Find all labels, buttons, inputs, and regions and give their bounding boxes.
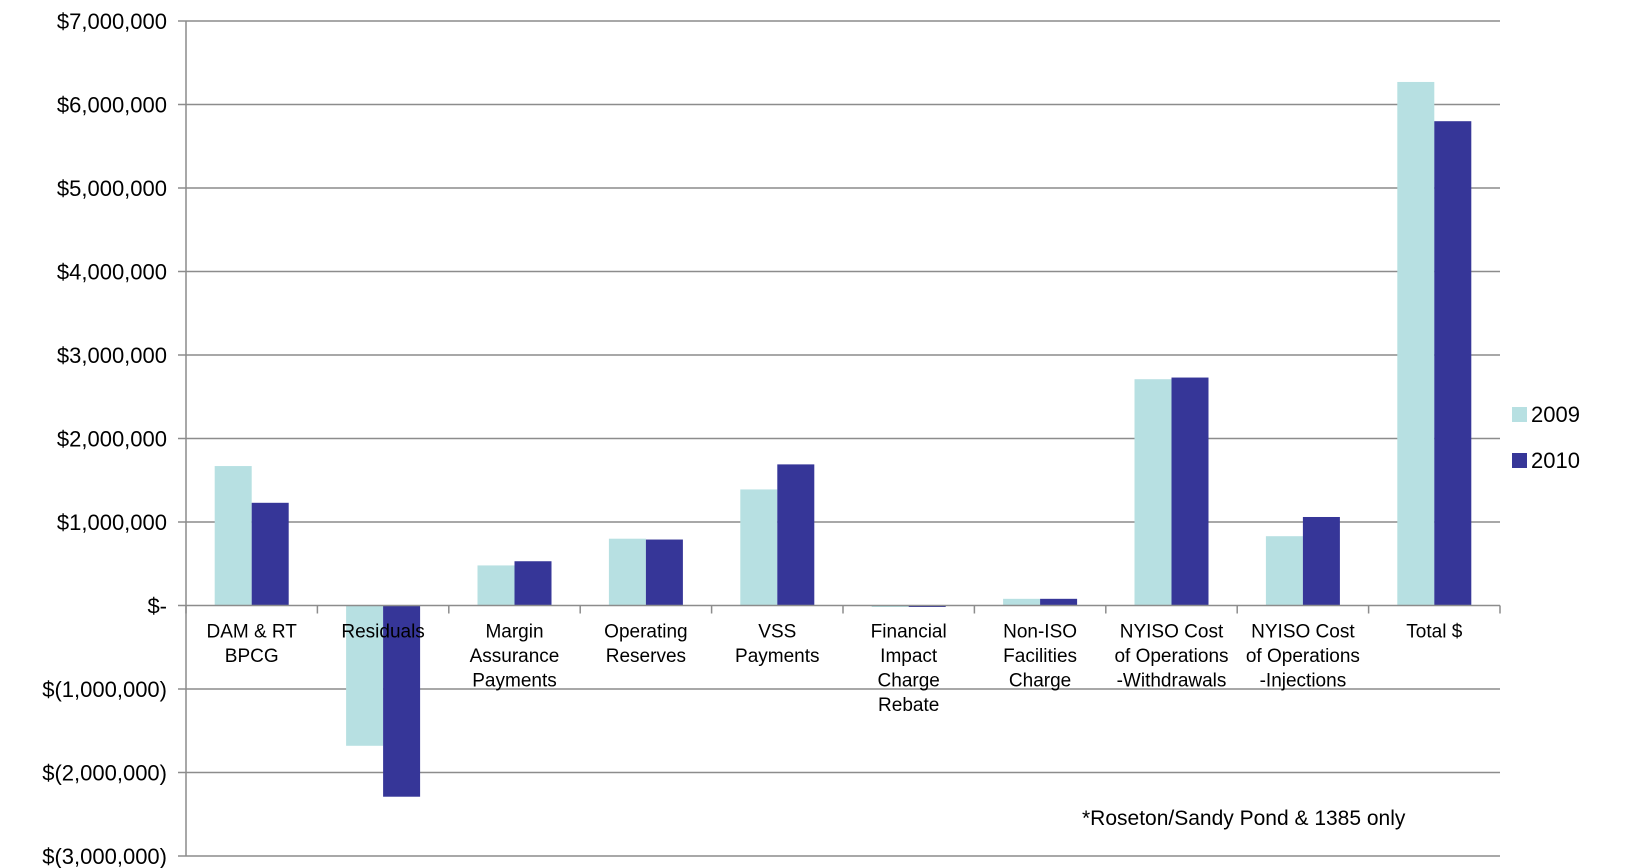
x-category-label: Non-ISO Facilities Charge — [1003, 622, 1077, 692]
y-axis-tick-labels: $7,000,000 $6,000,000 $5,000,000 $4,000,000… — [42, 9, 167, 868]
bar-2010 — [1040, 598, 1078, 606]
bar-2009 — [608, 538, 646, 606]
x-axis-category-labels: DAM & RT BPCG Residuals Margin Assurance Paym… — [206, 622, 1462, 717]
y-tick-label: $(3,000,000) — [42, 844, 167, 868]
bar-series — [214, 81, 1472, 797]
x-category-label: NYISO Cost of Operations -Withdrawals — [1114, 622, 1228, 692]
bar-2009 — [477, 565, 515, 606]
x-category-label: DAM & RT BPCG — [206, 622, 297, 668]
bar-2009 — [1397, 81, 1435, 606]
y-tick-label: $(2,000,000) — [42, 761, 167, 786]
gridlines — [186, 20, 1500, 857]
bar-2010 — [1302, 516, 1340, 606]
y-tick-label: $7,000,000 — [57, 9, 167, 34]
x-category-label: Financial Impact Charge Rebate — [871, 622, 947, 717]
bar-2010 — [251, 502, 289, 606]
bar-2010 — [645, 539, 683, 606]
x-category-label: NYISO Cost of Operations -Injections — [1246, 622, 1360, 692]
y-tick-label: $- — [147, 594, 167, 619]
x-category-label: Operating Reserves — [604, 622, 687, 668]
bar-2010 — [1434, 121, 1472, 606]
bar-2009 — [740, 489, 778, 606]
bar-2010 — [777, 464, 815, 606]
bar-2009 — [1134, 379, 1172, 606]
legend-swatch-2010 — [1512, 453, 1527, 468]
y-tick-label: $(1,000,000) — [42, 677, 167, 702]
legend: 2009 2010 — [1512, 402, 1580, 473]
legend-swatch-2009 — [1512, 407, 1527, 422]
y-tick-label: $4,000,000 — [57, 260, 167, 285]
legend-label-2009: 2009 — [1531, 402, 1580, 427]
y-tick-label: $1,000,000 — [57, 510, 167, 535]
bar-2010 — [383, 605, 421, 797]
x-category-label: VSS Payments — [735, 622, 819, 668]
axes — [178, 20, 1501, 857]
x-category-label: Residuals — [341, 622, 424, 643]
bar-2009 — [214, 466, 252, 606]
chart-annotation: *Roseton/Sandy Pond & 1385 only — [1082, 807, 1406, 830]
bar-2009 — [346, 605, 384, 746]
y-tick-label: $3,000,000 — [57, 343, 167, 368]
x-category-label: Margin Assurance Payments — [470, 622, 560, 692]
legend-label-2010: 2010 — [1531, 448, 1580, 473]
bar-2010 — [514, 561, 552, 606]
y-tick-label: $2,000,000 — [57, 427, 167, 452]
x-category-label: Total $ — [1406, 622, 1462, 643]
y-tick-label: $6,000,000 — [57, 93, 167, 118]
y-tick-label: $5,000,000 — [57, 176, 167, 201]
bar-2009 — [1265, 536, 1303, 606]
bar-2009 — [1003, 598, 1041, 606]
bar-2010 — [1171, 377, 1209, 606]
